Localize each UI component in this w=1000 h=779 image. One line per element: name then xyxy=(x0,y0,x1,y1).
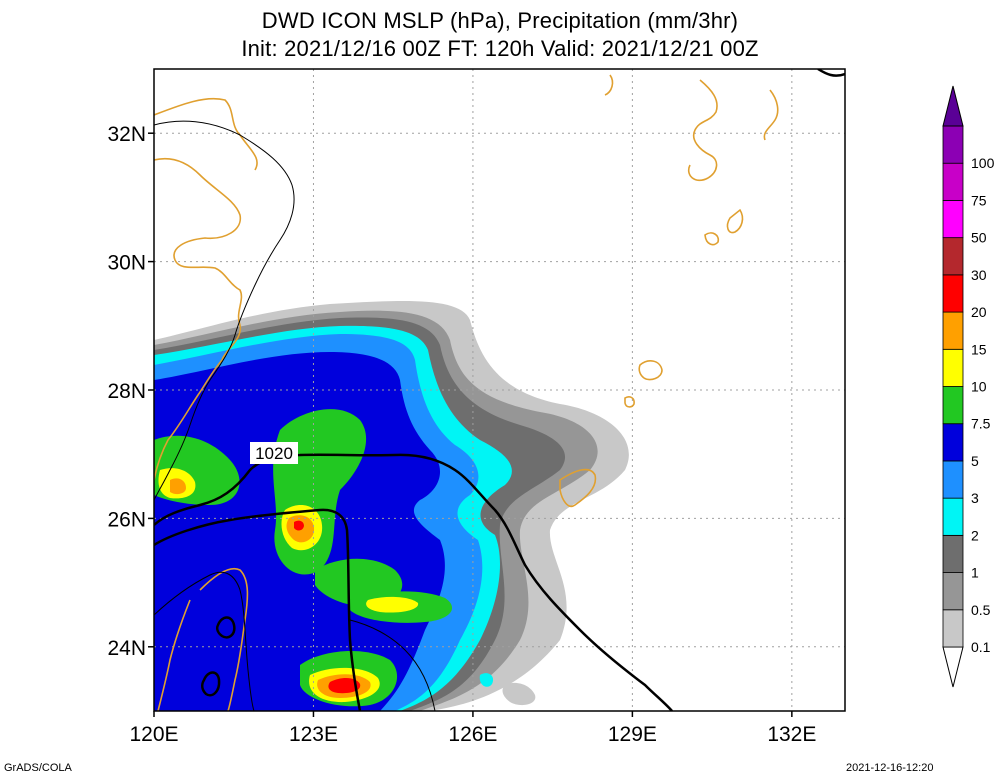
precip-band-red-1 xyxy=(328,678,361,694)
tick-label-lat-1: 26N xyxy=(107,508,146,531)
coastlines xyxy=(154,74,779,711)
isobar-label-text: 1020 xyxy=(255,444,293,463)
colorbar-swatch-2 xyxy=(942,534,964,573)
tick-label-lon-2: 126E xyxy=(448,723,497,746)
colorbar-label-9: 20 xyxy=(971,304,987,320)
colorbar-swatch-7 xyxy=(942,348,964,387)
precip-band-red-2 xyxy=(294,520,304,531)
tick-label-lat-2: 28N xyxy=(107,380,146,403)
colorbar-label-11: 50 xyxy=(971,230,987,246)
coastline-ryukyu-3 xyxy=(624,396,635,408)
colorbar-swatch-6 xyxy=(942,386,964,425)
colorbar-swatch-0 xyxy=(942,609,964,648)
colorbar-label-5: 5 xyxy=(971,453,979,469)
footer-left: GrADS/COLA xyxy=(4,762,72,774)
colorbar-label-3: 2 xyxy=(971,527,979,543)
colorbar: 0.1 0.5 1 2 3 5 7.5 10 15 20 30 50 75 100 xyxy=(942,85,995,688)
coastline-japan-south xyxy=(726,208,744,234)
colorbar-swatch-8 xyxy=(942,311,964,350)
colorbar-swatch-9 xyxy=(942,274,964,313)
coastline-ryukyu-1 xyxy=(559,468,597,508)
tick-label-lat-4: 32N xyxy=(107,123,146,146)
isobar-label: 1020 xyxy=(250,442,298,464)
colorbar-swatch-1 xyxy=(942,572,964,611)
coastline-china-north xyxy=(154,97,258,171)
colorbar-swatch-3 xyxy=(942,497,964,536)
map-axes: 120E 123E 126E 129E 132E 24N 26N 28N 30N 32N xyxy=(107,123,816,746)
colorbar-top-triangle xyxy=(942,85,964,127)
colorbar-label-0: 0.1 xyxy=(971,639,991,655)
precip-band-yellow-4 xyxy=(366,596,419,613)
colorbar-label-4: 3 xyxy=(971,490,979,506)
colorbar-swatch-11 xyxy=(942,200,964,239)
colorbar-label-2: 1 xyxy=(971,565,979,581)
colorbar-swatch-4 xyxy=(942,460,964,499)
tick-label-lon-4: 132E xyxy=(767,723,816,746)
isobar-top-right xyxy=(817,69,845,77)
tick-label-lon-3: 129E xyxy=(608,723,657,746)
colorbar-swatch-13 xyxy=(942,125,964,164)
isobar-thin-north xyxy=(154,120,295,501)
colorbar-swatch-10 xyxy=(942,237,964,276)
colorbar-label-8: 15 xyxy=(971,341,987,357)
title-line-2: Init: 2021/12/16 00Z FT: 120h Valid: 202… xyxy=(241,36,759,61)
colorbar-label-1: 0.5 xyxy=(971,602,991,618)
footer-right: 2021-12-16-12:20 xyxy=(846,762,934,774)
colorbar-label-10: 30 xyxy=(971,267,987,283)
isobar-closed-contour-2 xyxy=(201,671,221,697)
isobar-southern-loop xyxy=(154,508,362,711)
precip-band-cyan-patch xyxy=(479,673,494,687)
coastline-island-2 xyxy=(604,74,614,96)
coastline-taiwan xyxy=(199,568,249,711)
colorbar-swatch-5 xyxy=(942,423,964,462)
colorbar-swatch-12 xyxy=(942,162,964,201)
precip-band-orange-3 xyxy=(170,478,186,495)
tick-label-lat-3: 30N xyxy=(107,252,146,275)
colorbar-label-13: 100 xyxy=(971,155,995,171)
coastline-kyushu xyxy=(688,79,718,182)
coastline-ryukyu-2 xyxy=(638,360,663,381)
colorbar-label-12: 75 xyxy=(971,192,987,208)
isobar-thin-south-2 xyxy=(349,619,436,711)
coastline-japan-east xyxy=(763,89,779,141)
tick-label-lon-0: 120E xyxy=(129,723,178,746)
precipitation-field xyxy=(154,300,629,711)
colorbar-bottom-triangle xyxy=(942,646,964,688)
coastline-china xyxy=(154,157,243,481)
isobar-1020 xyxy=(154,453,673,711)
map-gridlines xyxy=(154,69,845,711)
colorbar-label-7: 10 xyxy=(971,379,987,395)
title-line-1: DWD ICON MSLP (hPa), Precipitation (mm/3… xyxy=(261,8,739,33)
colorbar-label-6: 7.5 xyxy=(971,416,991,432)
tick-label-lat-0: 24N xyxy=(107,637,146,660)
coastline-island-1 xyxy=(704,232,720,246)
isobar-thin-south xyxy=(154,571,255,711)
isobar-closed-contour-1 xyxy=(215,616,236,639)
coastline-taiwan-west xyxy=(157,599,191,711)
mslp-isobars xyxy=(154,69,845,711)
tick-label-lon-1: 123E xyxy=(289,723,338,746)
precip-band-light-gray-patch xyxy=(502,682,536,706)
